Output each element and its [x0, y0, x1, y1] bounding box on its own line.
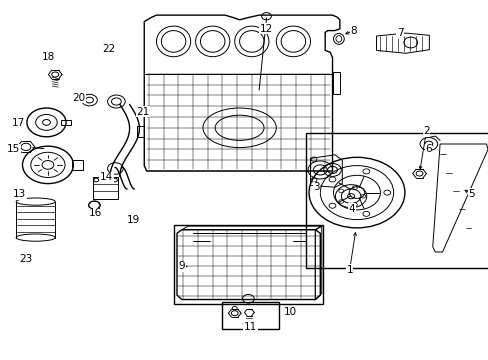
- Text: 13: 13: [13, 189, 26, 199]
- Text: 11: 11: [243, 322, 257, 332]
- Text: 9: 9: [178, 261, 185, 271]
- Text: 12: 12: [259, 24, 272, 34]
- Text: 20: 20: [73, 93, 85, 103]
- Bar: [305, 133, 488, 268]
- Text: 1: 1: [346, 265, 352, 275]
- Text: 16: 16: [89, 208, 102, 219]
- Text: 23: 23: [19, 254, 32, 264]
- Text: 3: 3: [312, 182, 319, 192]
- Text: 5: 5: [468, 189, 474, 199]
- Bar: [72, 160, 83, 170]
- Text: 18: 18: [42, 52, 56, 62]
- Bar: [93, 177, 118, 199]
- Text: 7: 7: [396, 28, 403, 39]
- Text: 21: 21: [136, 107, 149, 117]
- Text: 14: 14: [100, 172, 113, 182]
- Bar: [173, 225, 322, 304]
- Text: 17: 17: [12, 118, 25, 128]
- Text: 4: 4: [348, 204, 355, 214]
- Bar: [222, 302, 278, 329]
- Text: 6: 6: [424, 144, 431, 154]
- Text: 2: 2: [422, 126, 429, 136]
- Bar: [61, 120, 71, 125]
- Text: 19: 19: [126, 215, 140, 225]
- Text: 10: 10: [283, 307, 296, 318]
- Text: 15: 15: [7, 144, 20, 154]
- Text: 22: 22: [102, 44, 115, 54]
- Text: 8: 8: [349, 26, 356, 36]
